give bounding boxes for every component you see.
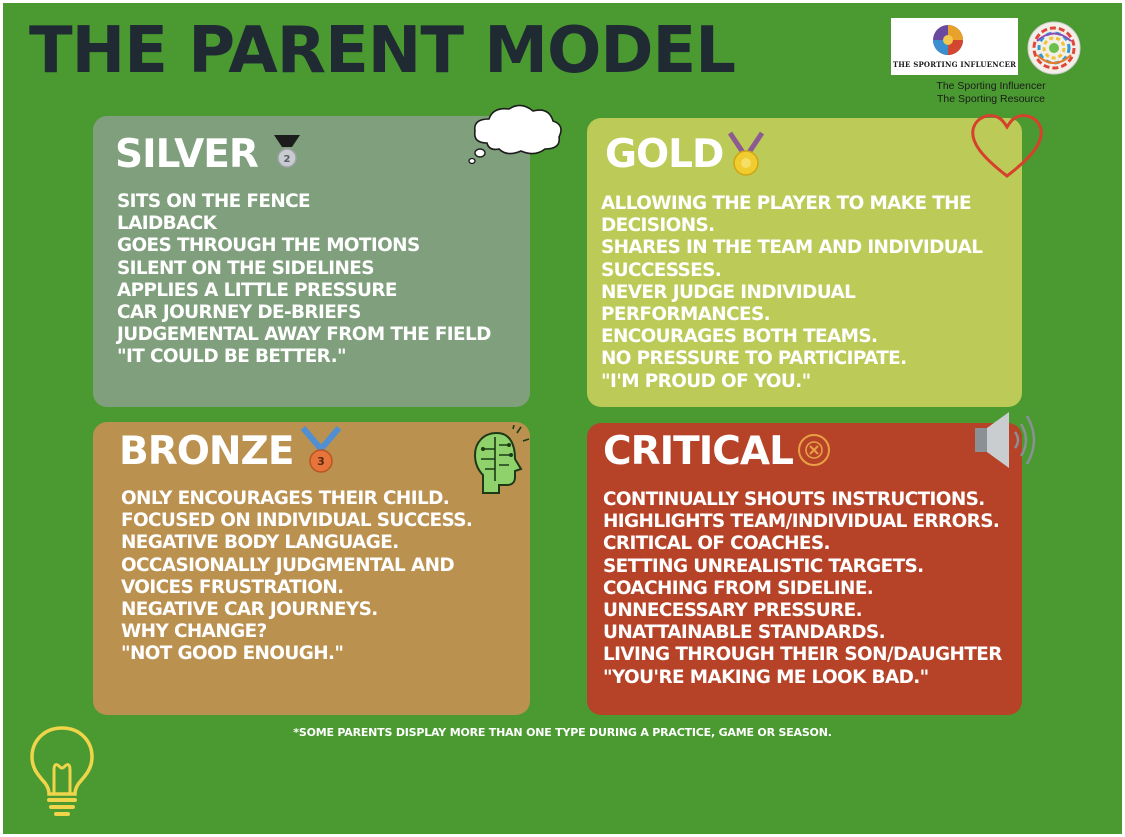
list-item: SETTING UNREALISTIC TARGETS. xyxy=(603,555,924,577)
page-title: THE PARENT MODEL xyxy=(29,14,736,88)
credits: The Sporting Influencer The Sporting Res… xyxy=(903,80,1079,106)
list-item: GOES THROUGH THE MOTIONS xyxy=(117,235,420,257)
list-item: HIGHLIGHTS TEAM/INDIVIDUAL ERRORS. xyxy=(603,511,1000,533)
logo-text: THE SPORTING INFLUENCER xyxy=(892,60,1017,69)
list-item: "I'M PROUD OF YOU." xyxy=(601,370,811,392)
bronze-medal-number: 3 xyxy=(317,455,325,468)
list-item: APPLIES A LITTLE PRESSURE xyxy=(117,279,397,301)
list-item: SHARES IN THE TEAM AND INDIVIDUAL SUCCES… xyxy=(601,237,983,281)
silver-medal-icon: 2 xyxy=(274,135,300,168)
list-item: OCCASIONALLY JUDGMENTAL AND VOICES FRUST… xyxy=(121,554,455,598)
list-item: NEGATIVE BODY LANGUAGE. xyxy=(121,532,399,554)
list-item: LAIDBACK xyxy=(117,213,217,235)
list-item: NEGATIVE CAR JOURNEYS. xyxy=(121,599,378,621)
gold-medal-icon xyxy=(727,131,765,176)
list-item: "NOT GOOD ENOUGH." xyxy=(121,643,344,665)
list-item: CAR JOURNEY DE-BRIEFS xyxy=(117,302,361,324)
list-item: "IT COULD BE BETTER." xyxy=(117,346,347,368)
poster: THE PARENT MODEL THE SPORTING INFLUENCER… xyxy=(3,3,1122,834)
list-item: COACHING FROM SIDELINE. xyxy=(603,577,874,599)
list-item: SITS ON THE FENCE xyxy=(117,191,311,212)
list-item: WHY CHANGE? xyxy=(121,621,267,643)
list-item: CONTINUALLY SHOUTS INSTRUCTIONS. xyxy=(603,489,985,510)
thought-cloud-icon xyxy=(468,104,562,165)
list-item: UNATTAINABLE STANDARDS. xyxy=(603,622,886,644)
lightbulb-icon xyxy=(30,726,94,816)
list-item: ALLOWING THE PLAYER TO MAKE THE DECISION… xyxy=(601,193,972,237)
list-item: FOCUSED ON INDIVIDUAL SUCCESS. xyxy=(121,510,473,532)
silver-item-list: SITS ON THE FENCE LAIDBACK GOES THROUGH … xyxy=(117,191,491,369)
list-item: NO PRESSURE TO PARTICIPATE. xyxy=(601,348,907,370)
list-item: "YOU'RE MAKING ME LOOK BAD." xyxy=(603,666,929,688)
list-item: ENCOURAGES BOTH TEAMS. xyxy=(601,326,878,348)
list-item: SILENT ON THE SIDELINES xyxy=(117,257,375,279)
sporting-resource-logo-icon xyxy=(1027,21,1081,75)
cross-circle-icon xyxy=(798,434,830,466)
list-item: ONLY ENCOURAGES THEIR CHILD. xyxy=(121,488,450,509)
silver-card: SILVER 2 SITS ON THE FENCE LAIDBACK GOES… xyxy=(93,116,530,407)
critical-card: CRITICAL CONTINUALLY SHOUTS INSTRUCTIONS… xyxy=(587,423,1022,715)
critical-item-list: CONTINUALLY SHOUTS INSTRUCTIONS. HIGHLIG… xyxy=(603,489,1002,689)
credit-line: The Sporting Resource xyxy=(937,93,1045,105)
puzzle-logo-icon xyxy=(933,25,963,55)
gold-title: GOLD xyxy=(605,132,724,177)
silver-title: SILVER xyxy=(115,132,259,177)
gold-card: GOLD ALLOWING THE PLAYER TO MAKE THE DEC… xyxy=(587,118,1022,407)
list-item: NEVER JUDGE INDIVIDUAL PERFORMANCES. xyxy=(601,281,856,326)
sporting-influencer-logo: THE SPORTING INFLUENCER xyxy=(891,18,1018,75)
speaker-icon xyxy=(975,412,1036,468)
bronze-medal-icon: 3 xyxy=(300,426,342,473)
footnote: *SOME PARENTS DISPLAY MORE THAN ONE TYPE… xyxy=(293,726,832,739)
list-item: JUDGEMENTAL AWAY FROM THE FIELD xyxy=(117,324,491,346)
list-item: LIVING THROUGH THEIR SON/DAUGHTER xyxy=(603,644,1002,666)
critical-title: CRITICAL xyxy=(603,429,794,474)
bronze-title: BRONZE xyxy=(119,429,294,474)
gold-item-list: ALLOWING THE PLAYER TO MAKE THE DECISION… xyxy=(601,193,991,393)
credit-line: The Sporting Influencer xyxy=(936,80,1046,92)
silver-medal-number: 2 xyxy=(284,154,291,165)
bronze-card: BRONZE 3 ONLY ENCOURAGES THEIR CHILD. FO… xyxy=(93,422,530,715)
bronze-item-list: ONLY ENCOURAGES THEIR CHILD. FOCUSED ON … xyxy=(121,488,516,666)
list-item: UNNECESSARY PRESSURE. xyxy=(603,600,863,622)
brain-icon xyxy=(473,425,530,494)
list-item: CRITICAL OF COACHES. xyxy=(603,533,830,555)
heart-icon xyxy=(971,114,1043,178)
